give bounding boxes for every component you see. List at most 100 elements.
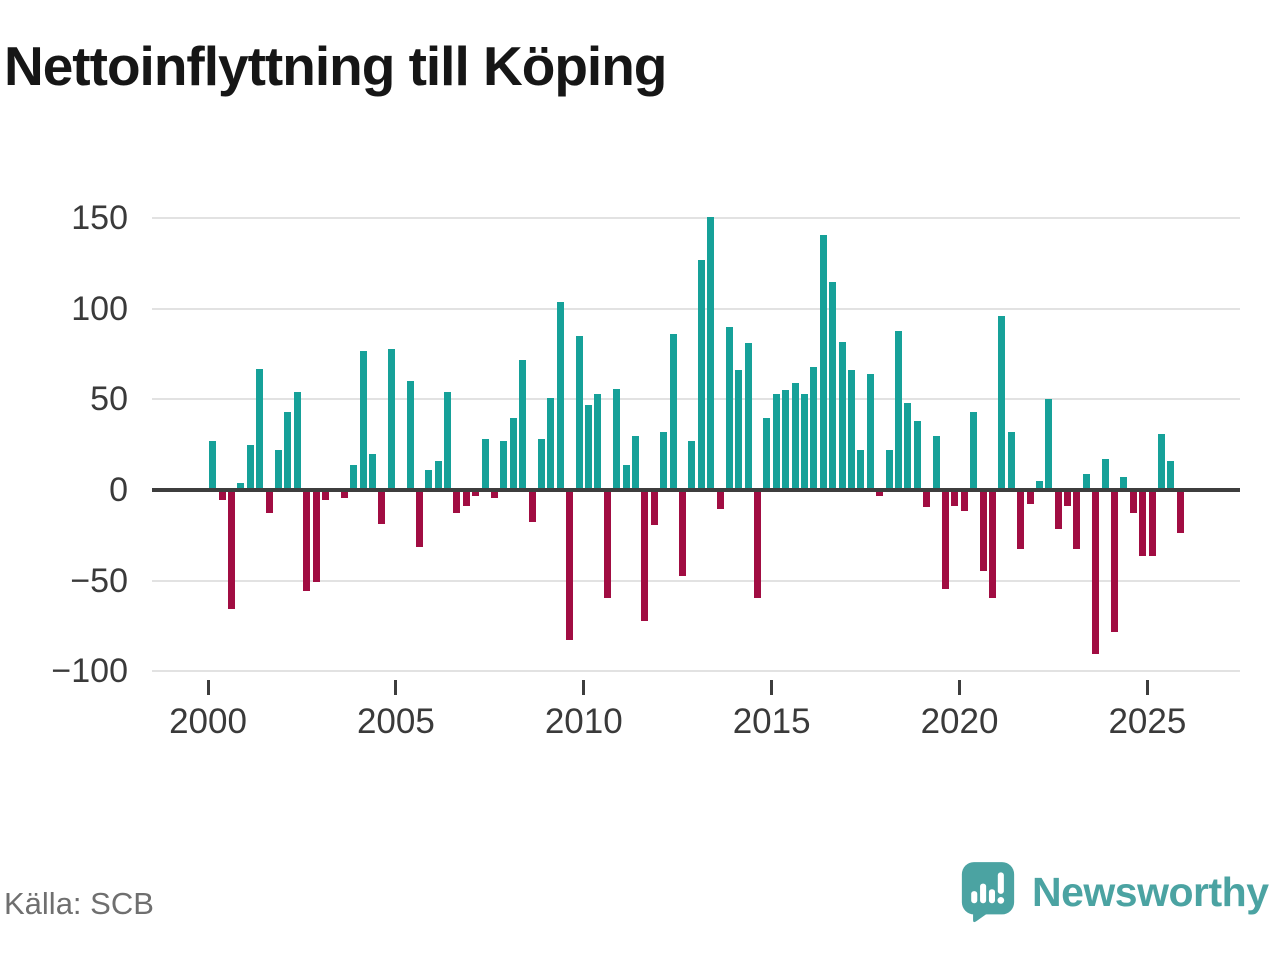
y-gridline xyxy=(152,579,1240,582)
bar-positive xyxy=(932,435,940,490)
bar-positive xyxy=(575,336,583,490)
bar-positive xyxy=(697,259,705,490)
y-gridline xyxy=(152,398,1240,401)
x-axis-tick-label: 2025 xyxy=(1108,702,1187,741)
bar-positive xyxy=(613,388,621,490)
bar-negative xyxy=(923,491,931,508)
bar-negative xyxy=(988,491,996,598)
bar-negative xyxy=(462,491,470,506)
bar-positive xyxy=(772,394,780,490)
bar-positive xyxy=(293,392,301,490)
y-axis-tick-label: 150 xyxy=(71,199,128,238)
x-axis-tick xyxy=(958,680,962,695)
bar-positive xyxy=(585,404,592,490)
bar-negative xyxy=(876,491,884,497)
bar-negative xyxy=(321,491,329,501)
bar-positive xyxy=(425,470,433,490)
bar-negative xyxy=(1139,491,1147,557)
bar-negative xyxy=(754,491,762,598)
bar-negative xyxy=(1026,491,1034,504)
bar-positive xyxy=(866,374,874,490)
y-gridline xyxy=(152,217,1240,220)
bar-negative xyxy=(218,491,226,501)
x-axis-tick xyxy=(394,680,398,695)
bar-positive xyxy=(810,366,818,490)
bar-positive xyxy=(500,441,508,490)
bar-positive xyxy=(481,439,489,490)
bar-positive xyxy=(838,341,846,490)
bar-positive xyxy=(763,417,771,490)
bar-positive xyxy=(538,439,545,490)
bar-positive xyxy=(359,350,367,490)
bar-negative xyxy=(340,491,348,499)
bar-negative xyxy=(1176,491,1184,533)
x-axis-tick xyxy=(206,680,210,695)
newsworthy-wordmark: Newsworthy xyxy=(1032,868,1269,915)
bar-positive xyxy=(1158,433,1165,490)
bar-positive xyxy=(246,444,254,490)
bar-positive xyxy=(350,464,358,490)
bar-negative xyxy=(472,491,480,497)
bar-positive xyxy=(209,441,217,490)
bar-negative xyxy=(1129,491,1137,513)
bar-negative xyxy=(303,491,311,591)
bar-positive xyxy=(913,421,921,490)
bar-negative xyxy=(1148,491,1156,557)
x-axis-tick-label: 2005 xyxy=(356,702,435,741)
bar-positive xyxy=(885,450,893,490)
bar-positive xyxy=(434,461,442,490)
x-axis-tick-label: 2015 xyxy=(732,702,811,741)
bar-positive xyxy=(1045,399,1053,490)
bar-positive xyxy=(998,316,1006,490)
bar-negative xyxy=(378,491,386,524)
bar-positive xyxy=(857,450,865,490)
bar-negative xyxy=(228,491,235,609)
bar-positive xyxy=(1082,473,1090,490)
bar-positive xyxy=(707,216,715,490)
bar-positive xyxy=(631,435,639,490)
bar-positive xyxy=(547,397,555,490)
bar-positive xyxy=(256,368,264,490)
source-caption: Källa: SCB xyxy=(4,886,154,921)
bar-negative xyxy=(1054,491,1062,529)
newsworthy-bubble-icon xyxy=(961,862,1015,923)
bar-positive xyxy=(735,370,743,490)
bar-positive xyxy=(1007,432,1015,490)
bar-positive xyxy=(782,390,790,490)
bar-negative xyxy=(566,491,574,640)
bar-negative xyxy=(1073,491,1081,549)
bar-positive xyxy=(368,453,376,490)
bar-negative xyxy=(265,491,273,513)
bar-positive xyxy=(669,334,677,490)
bar-negative xyxy=(678,491,686,577)
bar-positive xyxy=(970,412,978,490)
zero-axis-line xyxy=(152,488,1240,492)
y-axis-tick-label: −100 xyxy=(51,652,128,691)
bar-negative xyxy=(951,491,959,506)
bar-negative xyxy=(1064,491,1072,506)
bar-positive xyxy=(1035,480,1043,490)
bar-positive xyxy=(801,394,808,490)
bar-negative xyxy=(491,491,498,499)
bar-positive xyxy=(725,327,733,490)
bar-positive xyxy=(895,330,902,490)
bar-positive xyxy=(284,412,292,490)
bar-positive xyxy=(660,432,668,490)
bar-positive xyxy=(1120,477,1128,490)
bar-negative xyxy=(603,491,611,598)
y-axis-tick-label: 0 xyxy=(109,471,128,509)
x-axis-tick xyxy=(582,680,586,695)
bar-positive xyxy=(275,450,282,490)
bar-positive xyxy=(509,417,517,490)
y-axis-tick-label: 50 xyxy=(90,380,128,419)
bar-negative xyxy=(1092,491,1100,654)
bar-positive xyxy=(1167,461,1175,490)
bar-positive xyxy=(688,441,696,490)
bar-positive xyxy=(237,482,245,490)
bar-negative xyxy=(641,491,649,622)
bar-positive xyxy=(829,281,837,490)
bar-positive xyxy=(848,370,855,490)
bar-positive xyxy=(387,348,395,490)
bar-positive xyxy=(904,403,912,490)
bar-negative xyxy=(979,491,987,571)
